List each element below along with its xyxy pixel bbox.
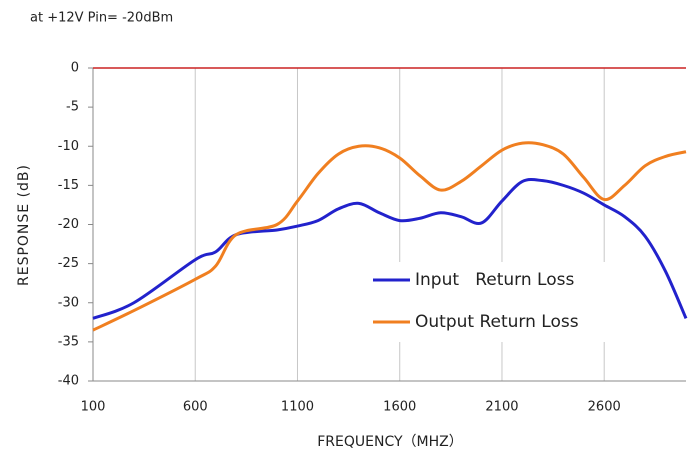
y-tick-label: -30: [58, 295, 79, 310]
y-tick-label: -35: [58, 334, 79, 349]
y-tick-label: -40: [58, 374, 79, 389]
x-tick-label: 2100: [485, 400, 518, 415]
y-axis-label: RESPONSE (dB): [16, 164, 32, 286]
y-tick-label: -25: [58, 256, 79, 271]
y-tick-label: -10: [58, 139, 79, 154]
legend-label: Output Return Loss: [415, 312, 579, 332]
x-tick-label: 2600: [588, 400, 621, 415]
y-tick-label: 0: [71, 61, 79, 76]
x-tick-label: 1100: [281, 400, 314, 415]
x-tick-label: 1600: [383, 400, 416, 415]
x-tick-label: 600: [183, 400, 208, 415]
line-series: [92, 141, 687, 332]
x-axis-label: FREQUENCY（MHZ）: [317, 434, 463, 450]
y-tick-label: -15: [58, 178, 79, 193]
legend-box: [365, 262, 620, 342]
x-tick-label: 100: [81, 400, 106, 415]
y-tick-label: -20: [58, 217, 79, 232]
legend-label: Input Return Loss: [415, 270, 574, 290]
y-tick-label: -5: [66, 100, 79, 115]
chart-title: at +12V Pin= -20dBm: [30, 11, 173, 26]
